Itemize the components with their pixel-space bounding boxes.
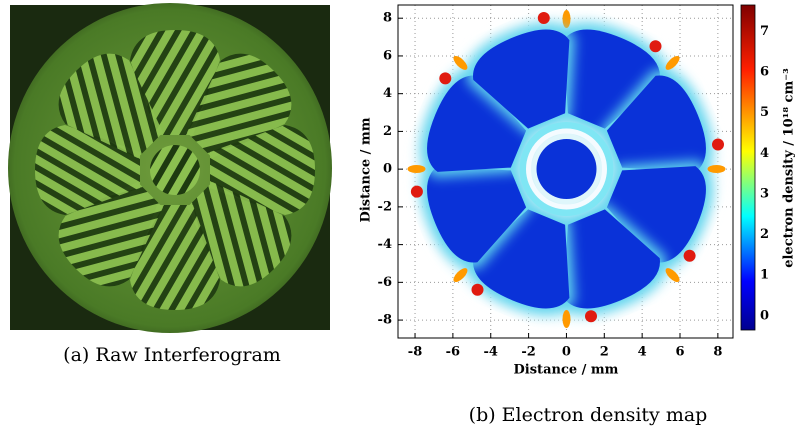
x-tick-label: -8	[408, 345, 422, 360]
colorbar-tick-label: 0	[760, 308, 769, 323]
y-tick-label: -8	[378, 313, 392, 328]
colorbar-tick-label: 4	[760, 146, 769, 161]
colorbar-tick-label: 1	[760, 268, 769, 283]
x-tick-label: 8	[713, 345, 722, 360]
colorbar-tick-label: 7	[760, 24, 769, 39]
x-axis-label: Distance / mm	[514, 363, 619, 378]
y-axis-label: Distance / mm	[359, 117, 374, 222]
y-tick-label: 8	[383, 11, 392, 26]
y-tick-label: 6	[383, 48, 392, 63]
x-tick-label: 0	[562, 345, 571, 360]
x-tick-label: -4	[484, 345, 498, 360]
y-tick-label: -2	[378, 199, 392, 214]
figure: (a) Raw Interferogram -8 -6 -4 -2 0 2 4 6 8 -8 -6 -…	[0, 0, 799, 435]
x-tick-label: 6	[675, 345, 684, 360]
colorbar-tick-label: 6	[760, 65, 769, 80]
colorbar-label: electron density / 10¹⁸ cm⁻³	[782, 68, 797, 268]
y-tick-label: -4	[378, 237, 392, 252]
y-tick-label: -6	[378, 275, 392, 290]
y-tick-label: 4	[383, 86, 392, 101]
colorbar-tick-label: 2	[760, 227, 769, 242]
interferogram-image	[8, 3, 332, 333]
x-tick-label: -2	[521, 345, 535, 360]
x-tick-label: 4	[638, 345, 647, 360]
x-tick-label: 2	[600, 345, 609, 360]
colorbar	[741, 5, 755, 330]
caption-b: (b) Electron density map	[469, 404, 708, 426]
x-tick-label: -6	[446, 345, 460, 360]
y-tick-label: 2	[383, 124, 392, 139]
y-tick-label: 0	[383, 162, 392, 177]
caption-a: (a) Raw Interferogram	[63, 344, 281, 366]
colorbar-tick-label: 3	[760, 186, 769, 201]
colorbar-tick-label: 5	[760, 105, 769, 120]
